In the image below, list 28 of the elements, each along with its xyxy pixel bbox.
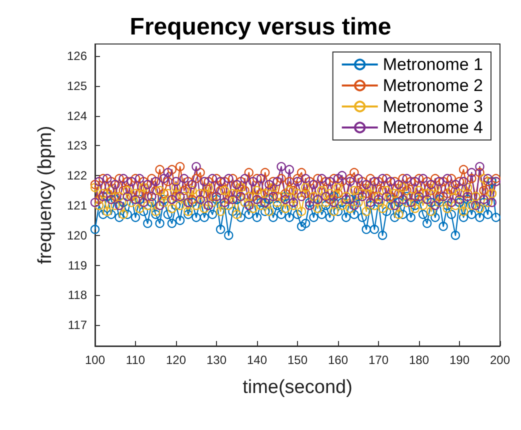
x-axis-title: time(second) — [242, 377, 352, 398]
y-tick-label: 124 — [66, 108, 88, 123]
y-tick-label: 123 — [66, 138, 88, 153]
y-tick-label: 125 — [66, 78, 88, 93]
x-tick-label: 200 — [490, 353, 510, 367]
y-tick-label: 120 — [66, 228, 88, 242]
chart-title: Frequency versus time — [130, 14, 392, 40]
legend-label: Metronome 1 — [382, 55, 484, 74]
x-tick-label: 140 — [246, 353, 268, 367]
x-tick-label: 130 — [206, 353, 227, 367]
x-tick-label: 190 — [449, 353, 470, 367]
x-tick-label: 180 — [408, 353, 430, 367]
y-tick-label: 119 — [68, 258, 88, 272]
y-tick-label: 117 — [68, 318, 88, 332]
y-tick-label: 118 — [68, 288, 88, 302]
legend-label: Metronome 2 — [382, 76, 484, 95]
x-tick-label: 100 — [84, 353, 106, 367]
y-tick-label: 126 — [66, 48, 88, 63]
y-tick-label: 121 — [66, 198, 88, 212]
x-tick-label: 110 — [126, 353, 146, 367]
x-tick-label: 150 — [287, 353, 308, 367]
y-tick-label: 122 — [66, 168, 88, 183]
legend-label: Metronome 3 — [382, 97, 484, 116]
x-tick-label: 170 — [368, 353, 389, 367]
x-tick-label: 160 — [328, 353, 348, 367]
legend-label: Metronome 4 — [382, 118, 484, 137]
x-tick-label: 120 — [166, 353, 186, 367]
y-axis-title: frequency (bpm) — [35, 126, 56, 264]
